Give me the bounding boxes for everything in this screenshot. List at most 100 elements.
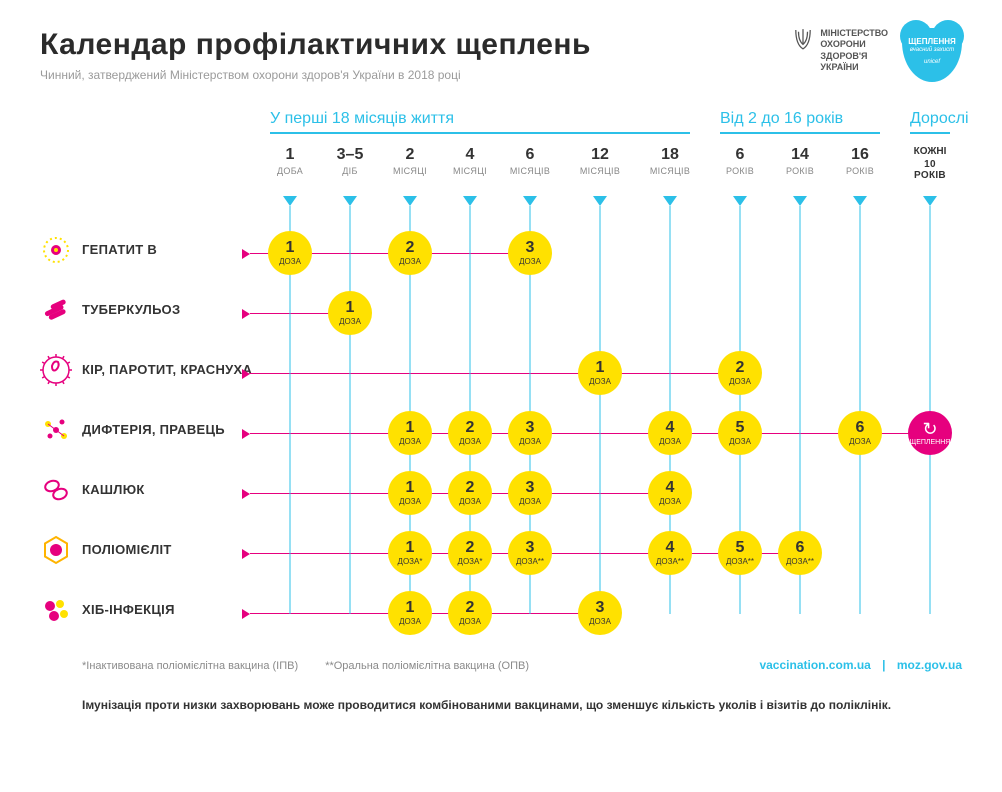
heart-badge: ЩЕПЛЕННЯ вчасний захист unicef: [902, 28, 962, 82]
column-arrow-icon: [343, 196, 357, 206]
footnote-2: **Оральна поліомієлітна вакцина (ОПВ): [325, 660, 529, 672]
column-arrow-icon: [523, 196, 537, 206]
disease-arrow-icon: [242, 309, 250, 319]
column-header: КОЖНІ10 РОКІВ: [914, 146, 947, 181]
dose-badge: 2ДОЗА: [448, 411, 492, 455]
column-header: 14РОКІВ: [786, 146, 814, 176]
dose-badge: 2ДОЗА: [448, 591, 492, 635]
header: Календар профілактичних щеплень Чинний, …: [40, 28, 962, 82]
column-arrow-icon: [463, 196, 477, 206]
disease-label: ПОЛІОМІЄЛІТ: [82, 542, 172, 557]
dose-badge: 1ДОЗА: [578, 351, 622, 395]
disease-timeline: [250, 433, 930, 434]
disease-arrow-icon: [242, 369, 250, 379]
disease-icon: [40, 474, 72, 506]
column-header: 4МІСЯЦІ: [453, 146, 487, 176]
disease-icon: [40, 414, 72, 446]
disease-row: ГЕПАТИТ В 1ДОЗА 2ДОЗА 3ДОЗА: [40, 220, 962, 280]
disease-row: ХІБ-ІНФЕКЦІЯ 1ДОЗА 2ДОЗА 3ДОЗА: [40, 580, 962, 640]
column-gridline: [860, 206, 861, 614]
ministry-logo: МІНІСТЕРСТВООХОРОНИЗДОРОВ'ЯУКРАЇНИ: [794, 28, 888, 73]
disease-label: ГЕПАТИТ В: [82, 242, 157, 257]
disease-row: КІР, ПАРОТИТ, КРАСНУХА 1ДОЗА 2ДОЗА: [40, 340, 962, 400]
dose-badge: 2ДОЗА*: [448, 531, 492, 575]
vaccination-chart: У перші 18 місяців життяВід 2 до 16 рокі…: [40, 110, 962, 730]
dose-badge-revaccination: ↻ЩЕПЛЕННЯ: [908, 411, 952, 455]
column-header: 18МІСЯЦІВ: [650, 146, 690, 176]
column-gridline: [930, 206, 931, 614]
column-header: 6РОКІВ: [726, 146, 754, 176]
disease-label: ТУБЕРКУЛЬОЗ: [82, 302, 180, 317]
disease-row: КАШЛЮК1ДОЗА2ДОЗА3ДОЗА4ДОЗА: [40, 460, 962, 520]
column-arrow-icon: [403, 196, 417, 206]
column-header: 6МІСЯЦІВ: [510, 146, 550, 176]
disease-arrow-icon: [242, 429, 250, 439]
section-label: Дорослі: [910, 110, 950, 134]
footnotes: *Інактивована поліомієлітна вакцина (ІПВ…: [82, 660, 553, 672]
column-arrow-icon: [923, 196, 937, 206]
column-arrow-icon: [733, 196, 747, 206]
dose-badge: 3ДОЗА**: [508, 531, 552, 575]
column-header: 16РОКІВ: [846, 146, 874, 176]
dose-badge: 1ДОЗА: [328, 291, 372, 335]
dose-badge: 1ДОЗА: [388, 411, 432, 455]
disease-arrow-icon: [242, 249, 250, 259]
disease-arrow-icon: [242, 609, 250, 619]
dose-badge: 4ДОЗА: [648, 411, 692, 455]
disease-row: ДИФТЕРІЯ, ПРАВЕЦЬ 1ДОЗА 2ДОЗА 3ДОЗА 4ДОЗА 5ДО…: [40, 400, 962, 460]
disease-icon: [40, 594, 72, 626]
disease-timeline: [250, 373, 740, 374]
section-label: Від 2 до 16 років: [720, 110, 880, 134]
disease-icon: [40, 354, 72, 386]
heart-line2: вчасний захист: [902, 47, 962, 54]
link-1[interactable]: vaccination.com.ua: [759, 658, 870, 672]
page-title: Календар профілактичних щеплень: [40, 28, 591, 62]
disease-label: КІР, ПАРОТИТ, КРАСНУХА: [82, 362, 252, 377]
dose-badge: 2ДОЗА: [448, 471, 492, 515]
heart-line3: unicef: [902, 59, 962, 66]
dose-badge: 2ДОЗА: [718, 351, 762, 395]
dose-badge: 1ДОЗА: [388, 471, 432, 515]
column-header: 12МІСЯЦІВ: [580, 146, 620, 176]
column-header: 1ДОБА: [277, 146, 303, 176]
column-arrow-icon: [593, 196, 607, 206]
column-arrow-icon: [793, 196, 807, 206]
dose-badge: 3ДОЗА: [508, 231, 552, 275]
column-arrow-icon: [283, 196, 297, 206]
footnote-1: *Інактивована поліомієлітна вакцина (ІПВ…: [82, 660, 298, 672]
disease-arrow-icon: [242, 549, 250, 559]
column-gridline: [600, 206, 601, 614]
trident-icon: [794, 28, 812, 50]
disease-label: ХІБ-ІНФЕКЦІЯ: [82, 602, 175, 617]
disease-arrow-icon: [242, 489, 250, 499]
refresh-icon: ↻: [922, 420, 937, 438]
disease-icon: [40, 294, 72, 326]
disease-row: ТУБЕРКУЛЬОЗ 1ДОЗА: [40, 280, 962, 340]
logos: МІНІСТЕРСТВООХОРОНИЗДОРОВ'ЯУКРАЇНИ ЩЕПЛЕ…: [794, 28, 962, 82]
disease-row: ПОЛІОМІЄЛІТ 1ДОЗА* 2ДОЗА* 3ДОЗА** 4ДОЗА** 5ДО…: [40, 520, 962, 580]
dose-badge: 1ДОЗА*: [388, 531, 432, 575]
column-gridline: [350, 206, 351, 614]
disease-icon: [40, 234, 72, 266]
ministry-text: МІНІСТЕРСТВООХОРОНИЗДОРОВ'ЯУКРАЇНИ: [820, 28, 888, 73]
disease-icon: [40, 534, 72, 566]
dose-badge: 3ДОЗА: [508, 411, 552, 455]
disease-label: ДИФТЕРІЯ, ПРАВЕЦЬ: [82, 422, 225, 437]
dose-badge: 5ДОЗА: [718, 411, 762, 455]
dose-badge: 2ДОЗА: [388, 231, 432, 275]
dose-badge: 1ДОЗА: [268, 231, 312, 275]
dose-badge: 1ДОЗА: [388, 591, 432, 635]
column-header: 2МІСЯЦІ: [393, 146, 427, 176]
dose-badge: 4ДОЗА**: [648, 531, 692, 575]
bottom-note: Імунізація проти низки захворювань може …: [40, 698, 962, 712]
dose-badge: 5ДОЗА**: [718, 531, 762, 575]
dose-badge: 3ДОЗА: [578, 591, 622, 635]
dose-badge: 6ДОЗА**: [778, 531, 822, 575]
dose-badge: 4ДОЗА: [648, 471, 692, 515]
dose-badge: 6ДОЗА: [838, 411, 882, 455]
page-subtitle: Чинний, затверджений Міністерством охоро…: [40, 68, 591, 82]
disease-label: КАШЛЮК: [82, 482, 145, 497]
link-2[interactable]: moz.gov.ua: [897, 658, 962, 672]
column-arrow-icon: [663, 196, 677, 206]
heart-line1: ЩЕПЛЕННЯ: [902, 38, 962, 47]
